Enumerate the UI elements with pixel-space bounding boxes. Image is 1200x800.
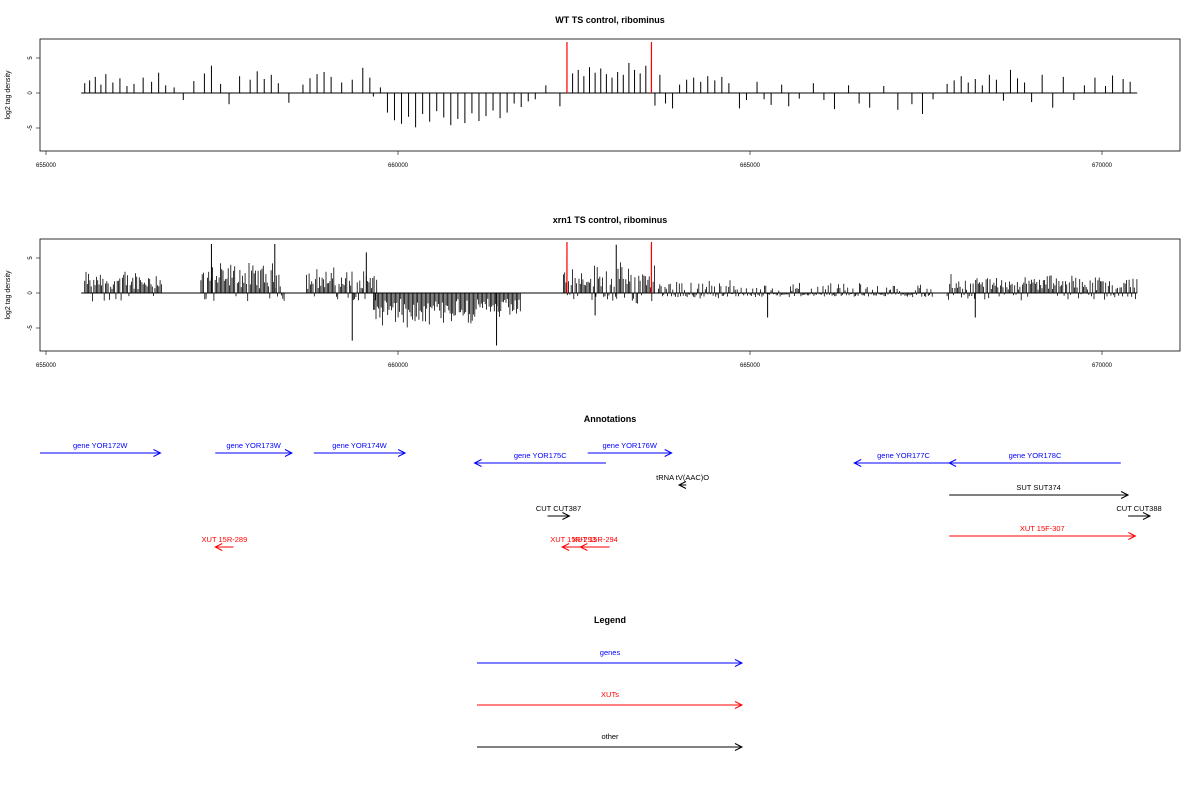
annotation-arrow: SUT SUT374	[949, 483, 1130, 499]
annotation-label: tRNA tV(AAC)O	[656, 473, 709, 482]
arrow-head	[561, 543, 570, 551]
annotation-label: SUT SUT374	[1016, 483, 1060, 492]
x-tick-label: 670000	[1092, 363, 1113, 369]
axis-ticks: 655000 660000 665000 670000 -5 0 5	[28, 256, 1113, 369]
arrow-head	[1128, 532, 1137, 540]
annotation-arrow: gene YOR172W	[40, 441, 162, 457]
annotation-label: CUT CUT387	[536, 504, 581, 513]
legend-arrow: genes	[477, 648, 744, 667]
plot-frame	[39, 38, 1181, 152]
legend-label: other	[601, 732, 619, 741]
bar-series	[81, 61, 1138, 128]
annotation-arrow: gene YOR174W	[313, 441, 407, 457]
arrow-head	[677, 481, 687, 489]
annotation-label: XUT 15R-293	[550, 535, 596, 544]
arrow-head	[214, 543, 223, 551]
annotation-label: CUT CUT388	[1116, 504, 1161, 513]
x-tick-label: 665000	[740, 363, 761, 369]
arrow-head	[734, 701, 744, 709]
arrow-head	[579, 543, 588, 551]
x-tick-label: 665000	[740, 163, 761, 169]
legend-arrow: other	[477, 732, 744, 751]
arrow-head	[473, 459, 482, 467]
y-tick-label: 5	[28, 256, 34, 260]
legend-arrows: genes XUTs other	[477, 648, 744, 751]
legend-label: genes	[600, 648, 621, 657]
annotation-arrow: XUT 15R-289	[202, 535, 248, 551]
annotation-arrows: gene YOR172W gene YOR173W gene YOR174W gene…	[40, 441, 1162, 551]
arrow-head	[734, 659, 744, 667]
annotation-label: gene YOR176W	[602, 441, 657, 450]
x-tick-label: 655000	[36, 163, 57, 169]
arrow-head	[397, 449, 407, 457]
plot-frame	[39, 238, 1181, 352]
annotation-arrow: gene YOR176W	[587, 441, 673, 457]
annotation-label: gene YOR172W	[73, 441, 128, 450]
annotation-arrow: gene YOR175C	[473, 451, 606, 467]
legend-title: Legend	[594, 615, 626, 625]
y-axis-label: log2 tag density	[5, 70, 12, 120]
annotation-label: gene YOR174W	[332, 441, 387, 450]
legend-arrow: XUTs	[477, 690, 744, 709]
arrow-head	[734, 743, 744, 751]
annotation-label: gene YOR178C	[1009, 451, 1062, 460]
arrow-head	[853, 459, 862, 467]
arrow-head	[562, 512, 571, 520]
x-tick-label: 660000	[388, 163, 409, 169]
annotation-label: XUT 15R-294	[572, 535, 618, 544]
panel-xrn1: xrn1 TS control, ribominus log2 tag dens…	[5, 215, 1181, 369]
red-marker-lines	[566, 242, 653, 293]
annotations-panel: Annotations gene YOR172W gene YOR173W gene…	[40, 414, 1162, 551]
legend-panel: Legend genes XUTs other	[477, 615, 744, 751]
annotation-arrow: tRNA tV(AAC)O	[656, 473, 709, 489]
annotation-arrow: XUT 15R-294	[572, 535, 618, 551]
legend-label: XUTs	[601, 690, 619, 699]
annotation-arrow: gene YOR178C	[948, 451, 1121, 467]
x-tick-label: 660000	[388, 363, 409, 369]
red-marker-lines	[566, 42, 653, 93]
annotation-label: gene YOR177C	[877, 451, 930, 460]
axis-ticks: 655000 660000 665000 670000 -5 0 5	[28, 56, 1113, 169]
annotation-label: XUT 15F-307	[1020, 524, 1065, 533]
arrow-head	[1142, 512, 1152, 520]
arrow-head	[284, 449, 294, 457]
panel-wt: WT TS control, ribominus log2 tag densit…	[5, 15, 1181, 169]
annotation-arrow: gene YOR177C	[853, 451, 953, 467]
y-tick-label: 0	[28, 91, 34, 95]
annotation-arrow: gene YOR173W	[215, 441, 294, 457]
y-tick-label: -5	[28, 325, 34, 331]
arrow-head	[1120, 491, 1130, 499]
annotation-arrow: CUT CUT388	[1116, 504, 1162, 520]
y-tick-label: -5	[28, 125, 34, 131]
chart-title: WT TS control, ribominus	[555, 15, 665, 25]
bar-series	[81, 244, 1138, 346]
y-axis-label: log2 tag density	[5, 270, 12, 320]
annotation-label: gene YOR173W	[226, 441, 281, 450]
annotations-title: Annotations	[584, 414, 637, 424]
y-tick-label: 0	[28, 291, 34, 295]
annotation-label: XUT 15R-289	[202, 535, 248, 544]
annotation-label: gene YOR175C	[514, 451, 567, 460]
y-tick-label: 5	[28, 56, 34, 60]
chart-title: xrn1 TS control, ribominus	[553, 215, 668, 225]
annotation-arrow: XUT 15F-307	[949, 524, 1137, 540]
arrow-head	[153, 449, 162, 457]
annotation-arrow: CUT CUT387	[536, 504, 581, 520]
arrow-head	[948, 459, 957, 467]
x-tick-label: 670000	[1092, 163, 1113, 169]
x-tick-label: 655000	[36, 363, 57, 369]
arrow-head	[664, 449, 673, 457]
